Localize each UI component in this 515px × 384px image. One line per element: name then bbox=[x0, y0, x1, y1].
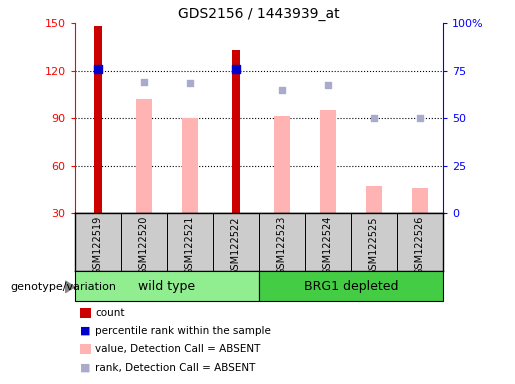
Point bbox=[416, 115, 424, 121]
Text: GSM122526: GSM122526 bbox=[415, 216, 425, 275]
Bar bbox=[75, 271, 259, 301]
Bar bbox=[135, 99, 152, 213]
Text: GSM122520: GSM122520 bbox=[139, 216, 149, 275]
Text: GSM122524: GSM122524 bbox=[323, 216, 333, 275]
Bar bbox=[320, 110, 336, 213]
Bar bbox=[94, 26, 102, 213]
Text: ■: ■ bbox=[80, 363, 91, 373]
Text: genotype/variation: genotype/variation bbox=[10, 282, 116, 292]
Bar bbox=[259, 271, 443, 301]
Point bbox=[185, 80, 194, 86]
Point bbox=[278, 86, 286, 93]
Text: value, Detection Call = ABSENT: value, Detection Call = ABSENT bbox=[95, 344, 261, 354]
Point bbox=[140, 79, 148, 85]
Text: count: count bbox=[95, 308, 125, 318]
Text: GSM122523: GSM122523 bbox=[277, 216, 287, 275]
Point bbox=[94, 66, 102, 72]
Text: rank, Detection Call = ABSENT: rank, Detection Call = ABSENT bbox=[95, 363, 255, 373]
Bar bbox=[182, 118, 198, 213]
Text: wild type: wild type bbox=[138, 280, 195, 293]
Polygon shape bbox=[65, 281, 75, 293]
Point bbox=[324, 82, 332, 88]
Bar bbox=[274, 116, 290, 213]
Bar bbox=[232, 50, 240, 213]
Text: percentile rank within the sample: percentile rank within the sample bbox=[95, 326, 271, 336]
Bar bbox=[412, 188, 428, 213]
Title: GDS2156 / 1443939_at: GDS2156 / 1443939_at bbox=[178, 7, 339, 21]
Text: GSM122521: GSM122521 bbox=[185, 216, 195, 275]
Text: ■: ■ bbox=[80, 326, 91, 336]
Point bbox=[232, 66, 240, 72]
Point bbox=[370, 115, 378, 121]
Text: GSM122525: GSM122525 bbox=[369, 216, 379, 275]
Text: BRG1 depleted: BRG1 depleted bbox=[304, 280, 398, 293]
Text: GSM122522: GSM122522 bbox=[231, 216, 241, 275]
Text: GSM122519: GSM122519 bbox=[93, 216, 102, 275]
Bar bbox=[366, 186, 382, 213]
